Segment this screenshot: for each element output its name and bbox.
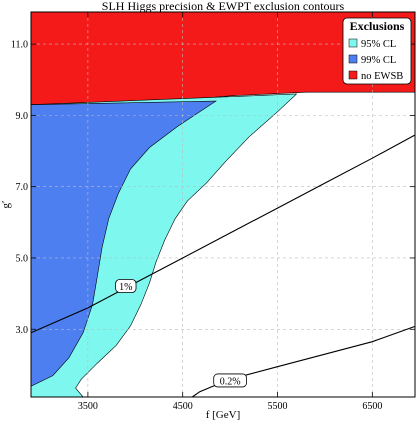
region-99-cl xyxy=(30,100,217,387)
x-tick-label: 3500 xyxy=(78,401,98,412)
legend-swatch xyxy=(348,38,358,48)
axis-ticks: 3500 4500 5500 6500 3.0 5.0 7.0 9.0 11.0 xyxy=(11,12,415,412)
contour-label: 1% xyxy=(119,282,132,293)
legend-entry: 99% CL xyxy=(361,55,396,66)
y-tick-label: 5.0 xyxy=(16,253,29,264)
y-tick-label: 9.0 xyxy=(16,111,29,122)
contour-label-box xyxy=(213,373,247,388)
legend-box xyxy=(342,17,412,85)
y-tick-label: 11.0 xyxy=(11,40,28,51)
legend-swatch xyxy=(348,54,358,64)
contour-line-1pct xyxy=(30,134,416,334)
exclusion-regions xyxy=(30,11,416,398)
legend-entry: 95% CL xyxy=(361,39,396,50)
contour-line-0-2pct xyxy=(191,325,416,398)
y-tick-label: 7.0 xyxy=(16,182,29,193)
y-axis-label: g′ xyxy=(0,201,12,209)
chart-title: SLH Higgs precision & EWPT exclusion con… xyxy=(102,0,345,13)
plot-frame xyxy=(30,11,416,398)
contour-label-box xyxy=(115,279,137,293)
legend: Exclusions 95% CL 99% CL no EWSB xyxy=(342,17,412,85)
legend-entry: no EWSB xyxy=(361,71,403,82)
legend-title: Exclusions xyxy=(350,19,405,33)
legend-swatch xyxy=(348,70,358,80)
y-tick-label: 3.0 xyxy=(16,325,29,336)
contour-label: 0.2% xyxy=(220,376,241,387)
x-tick-label: 5500 xyxy=(268,401,288,412)
contour-lines: 1% 0.2% xyxy=(30,134,416,398)
x-tick-label: 4500 xyxy=(173,401,193,412)
x-axis-label: f [GeV] xyxy=(206,409,241,421)
x-tick-label: 6500 xyxy=(362,401,382,412)
